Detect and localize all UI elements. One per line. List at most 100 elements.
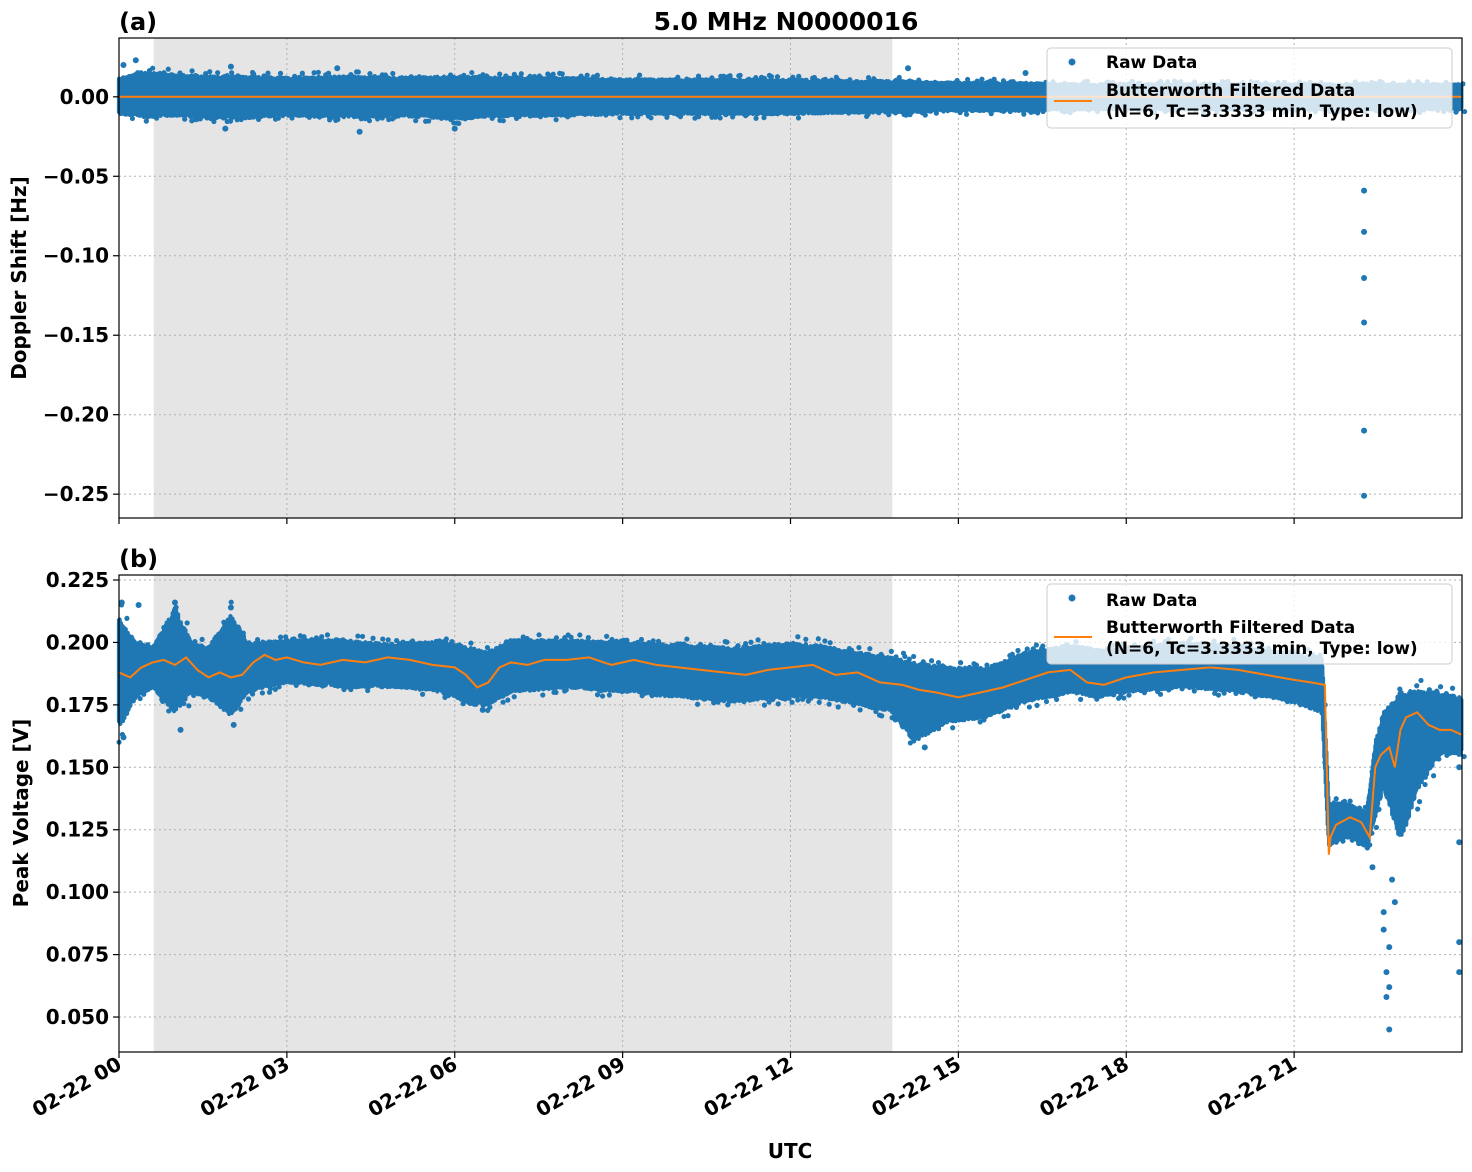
- raw-data-outlier: [118, 599, 125, 606]
- raw-data-point: [1356, 840, 1362, 847]
- ticks-a: 0.00 −0.05 −0.10 −0.15 −0.20 −0.25: [43, 85, 1295, 524]
- raw-data-point: [227, 118, 234, 124]
- raw-data-point: [143, 118, 149, 124]
- raw-data-point: [577, 632, 583, 638]
- raw-data-point: [461, 72, 467, 79]
- raw-data-point: [315, 637, 321, 643]
- raw-data-point: [1013, 704, 1020, 710]
- raw-data-point: [594, 692, 601, 698]
- raw-data-point: [1233, 690, 1239, 696]
- raw-data-point: [201, 694, 207, 700]
- raw-data-point: [1009, 651, 1015, 657]
- raw-data-point: [306, 114, 312, 120]
- xlabel: UTC: [768, 1139, 813, 1163]
- raw-data-point: [650, 638, 656, 644]
- raw-data-point: [316, 114, 323, 120]
- raw-data-point: [1252, 694, 1258, 700]
- raw-data-outlier: [230, 721, 237, 728]
- raw-data-point: [648, 115, 654, 121]
- raw-data-point: [1437, 684, 1444, 690]
- raw-data-point: [684, 636, 690, 642]
- raw-data-outlier: [1361, 228, 1368, 235]
- raw-data-outlier: [1380, 926, 1387, 933]
- raw-data-point: [137, 640, 143, 646]
- raw-data-point: [584, 72, 590, 78]
- xtick-label: 02-22 09: [532, 1052, 630, 1122]
- raw-data-point: [505, 697, 511, 703]
- raw-data-point: [742, 641, 749, 647]
- ytick-label: 0.075: [46, 943, 109, 967]
- raw-data-point: [460, 701, 466, 707]
- raw-data-point: [684, 76, 690, 82]
- raw-data-point: [965, 76, 971, 83]
- ytick-label: 0.200: [46, 630, 109, 654]
- legend-b: Raw Data Butterworth Filtered Data (N=6,…: [1046, 583, 1453, 665]
- raw-data-outlier: [1361, 187, 1368, 194]
- raw-data-point: [741, 699, 747, 705]
- raw-data-point: [315, 69, 321, 75]
- raw-data-point: [1319, 710, 1325, 716]
- raw-data-point: [325, 70, 332, 76]
- xtick-label: 02-22 21: [1203, 1052, 1301, 1122]
- raw-data-point: [790, 74, 796, 80]
- raw-data-point: [795, 634, 801, 640]
- raw-data-point: [935, 659, 942, 666]
- raw-data-point: [697, 641, 704, 647]
- ytick-label: −0.10: [43, 244, 109, 268]
- raw-data-point: [922, 112, 928, 118]
- raw-data-outlier: [132, 57, 139, 64]
- raw-data-point: [761, 115, 767, 121]
- raw-data-point: [145, 642, 151, 648]
- raw-data-point: [920, 659, 926, 665]
- raw-data-point: [712, 114, 719, 120]
- raw-data-point: [1460, 81, 1466, 87]
- raw-data-point: [746, 76, 752, 82]
- raw-data-point: [935, 726, 942, 732]
- raw-data-outlier: [120, 734, 127, 741]
- raw-data-point: [826, 701, 832, 707]
- raw-data-point: [737, 72, 743, 78]
- raw-data-point: [774, 74, 781, 80]
- raw-data-point: [1191, 688, 1197, 694]
- raw-data-outlier: [1386, 944, 1393, 951]
- raw-data-outlier: [227, 63, 234, 70]
- raw-data-point: [536, 632, 542, 638]
- raw-data-point: [1111, 692, 1117, 698]
- panel-b: (b) 0.225 0.200 0.175 0.150 0.125 0.100 0.075 0…: [9, 545, 1467, 1163]
- raw-data-point: [329, 114, 335, 120]
- raw-data-point: [568, 634, 574, 640]
- raw-data-point: [1000, 78, 1007, 84]
- raw-data-point: [1461, 108, 1468, 115]
- xtick-label: 02-22 18: [1035, 1052, 1133, 1122]
- raw-data-point: [518, 71, 524, 77]
- raw-data-point: [546, 72, 552, 78]
- raw-data-point: [1024, 646, 1030, 652]
- raw-data-point: [380, 636, 386, 642]
- legend-box-b: [1046, 583, 1453, 665]
- ylabel-b: Peak Voltage [V]: [9, 719, 33, 908]
- raw-data-point: [655, 638, 662, 644]
- raw-data-point: [153, 115, 160, 121]
- raw-data-point: [1078, 696, 1084, 702]
- raw-data-outlier: [1361, 319, 1368, 326]
- raw-data-point: [291, 636, 297, 642]
- raw-data-point: [540, 692, 546, 698]
- raw-data-outlier: [479, 706, 486, 713]
- raw-data-point: [259, 690, 265, 696]
- raw-data-point: [865, 111, 871, 117]
- raw-data-point: [940, 663, 946, 669]
- raw-data-point: [489, 115, 495, 121]
- raw-data-point: [664, 114, 670, 120]
- raw-data-point: [963, 111, 970, 117]
- raw-data-point: [277, 634, 284, 640]
- raw-data-point: [888, 648, 894, 655]
- raw-data-point: [1426, 687, 1432, 693]
- raw-data-point: [957, 109, 963, 116]
- raw-data-point: [191, 692, 197, 698]
- raw-data-point: [724, 639, 730, 645]
- raw-data-point: [761, 75, 768, 82]
- raw-data-point: [137, 695, 143, 702]
- legend-filtered-label-a: Butterworth Filtered Data: [1106, 81, 1355, 101]
- raw-data-point: [341, 686, 347, 693]
- raw-data-point: [550, 71, 556, 77]
